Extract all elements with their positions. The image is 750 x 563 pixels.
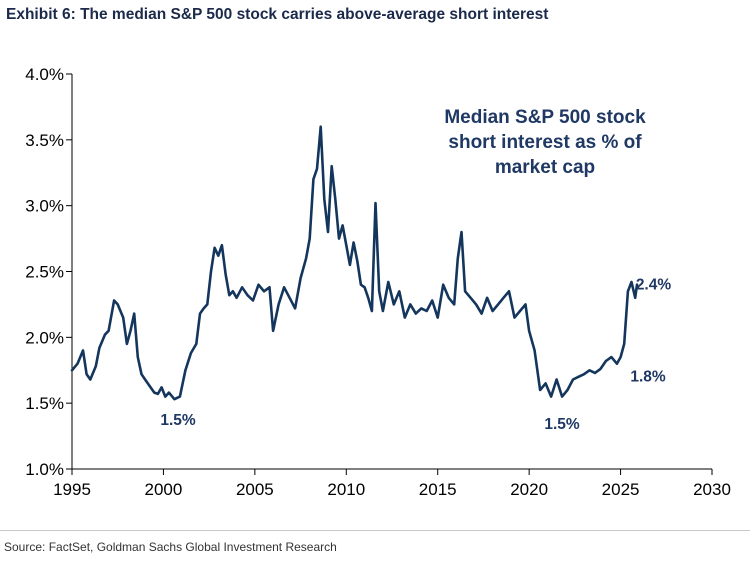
exhibit-title: Exhibit 6: The median S&P 500 stock carr… xyxy=(6,6,549,23)
x-tick-label: 2015 xyxy=(419,480,457,499)
chart-annotations: 1.5% 1.5% 1.8% 2.4% xyxy=(160,276,671,433)
x-tick-label: 1995 xyxy=(53,480,91,499)
data-annotation: 2.4% xyxy=(636,276,672,293)
series-label-line: market cap xyxy=(495,157,595,178)
chart-plot-area xyxy=(70,125,639,401)
series-label-line: Median S&P 500 stock xyxy=(444,107,646,128)
series-label: Median S&P 500 stock short interest as % … xyxy=(444,107,646,178)
y-tick-label: 3.0% xyxy=(25,197,64,216)
chart-ticks: 1.0% 1.5% 2.0% 2.5% 3.0% 3.5% 4.0% 1995 2000 2005… xyxy=(25,65,731,499)
y-tick-label: 4.0% xyxy=(25,65,64,84)
x-tick-label: 2030 xyxy=(693,480,731,499)
y-tick-label: 2.0% xyxy=(25,328,64,347)
x-tick-label: 2025 xyxy=(602,480,640,499)
data-annotation: 1.8% xyxy=(630,369,666,386)
y-tick-label: 2.5% xyxy=(25,263,64,282)
y-tick-label: 1.5% xyxy=(25,394,64,413)
x-tick-label: 2000 xyxy=(145,480,183,499)
footer-divider xyxy=(0,530,750,531)
line-chart: 1.0% 1.5% 2.0% 2.5% 3.0% 3.5% 4.0% 1995 2000 2005… xyxy=(25,65,731,499)
source-note: Source: FactSet, Goldman Sachs Global In… xyxy=(4,540,337,554)
series-label-line: short interest as % of xyxy=(448,132,642,153)
x-tick-label: 2010 xyxy=(327,480,365,499)
y-tick-label: 3.5% xyxy=(25,131,64,150)
y-tick-label: 1.0% xyxy=(25,460,64,479)
data-annotation: 1.5% xyxy=(544,416,580,433)
data-annotation: 1.5% xyxy=(160,412,196,429)
x-tick-label: 2005 xyxy=(236,480,274,499)
x-tick-label: 2020 xyxy=(510,480,548,499)
series-line xyxy=(70,125,639,401)
